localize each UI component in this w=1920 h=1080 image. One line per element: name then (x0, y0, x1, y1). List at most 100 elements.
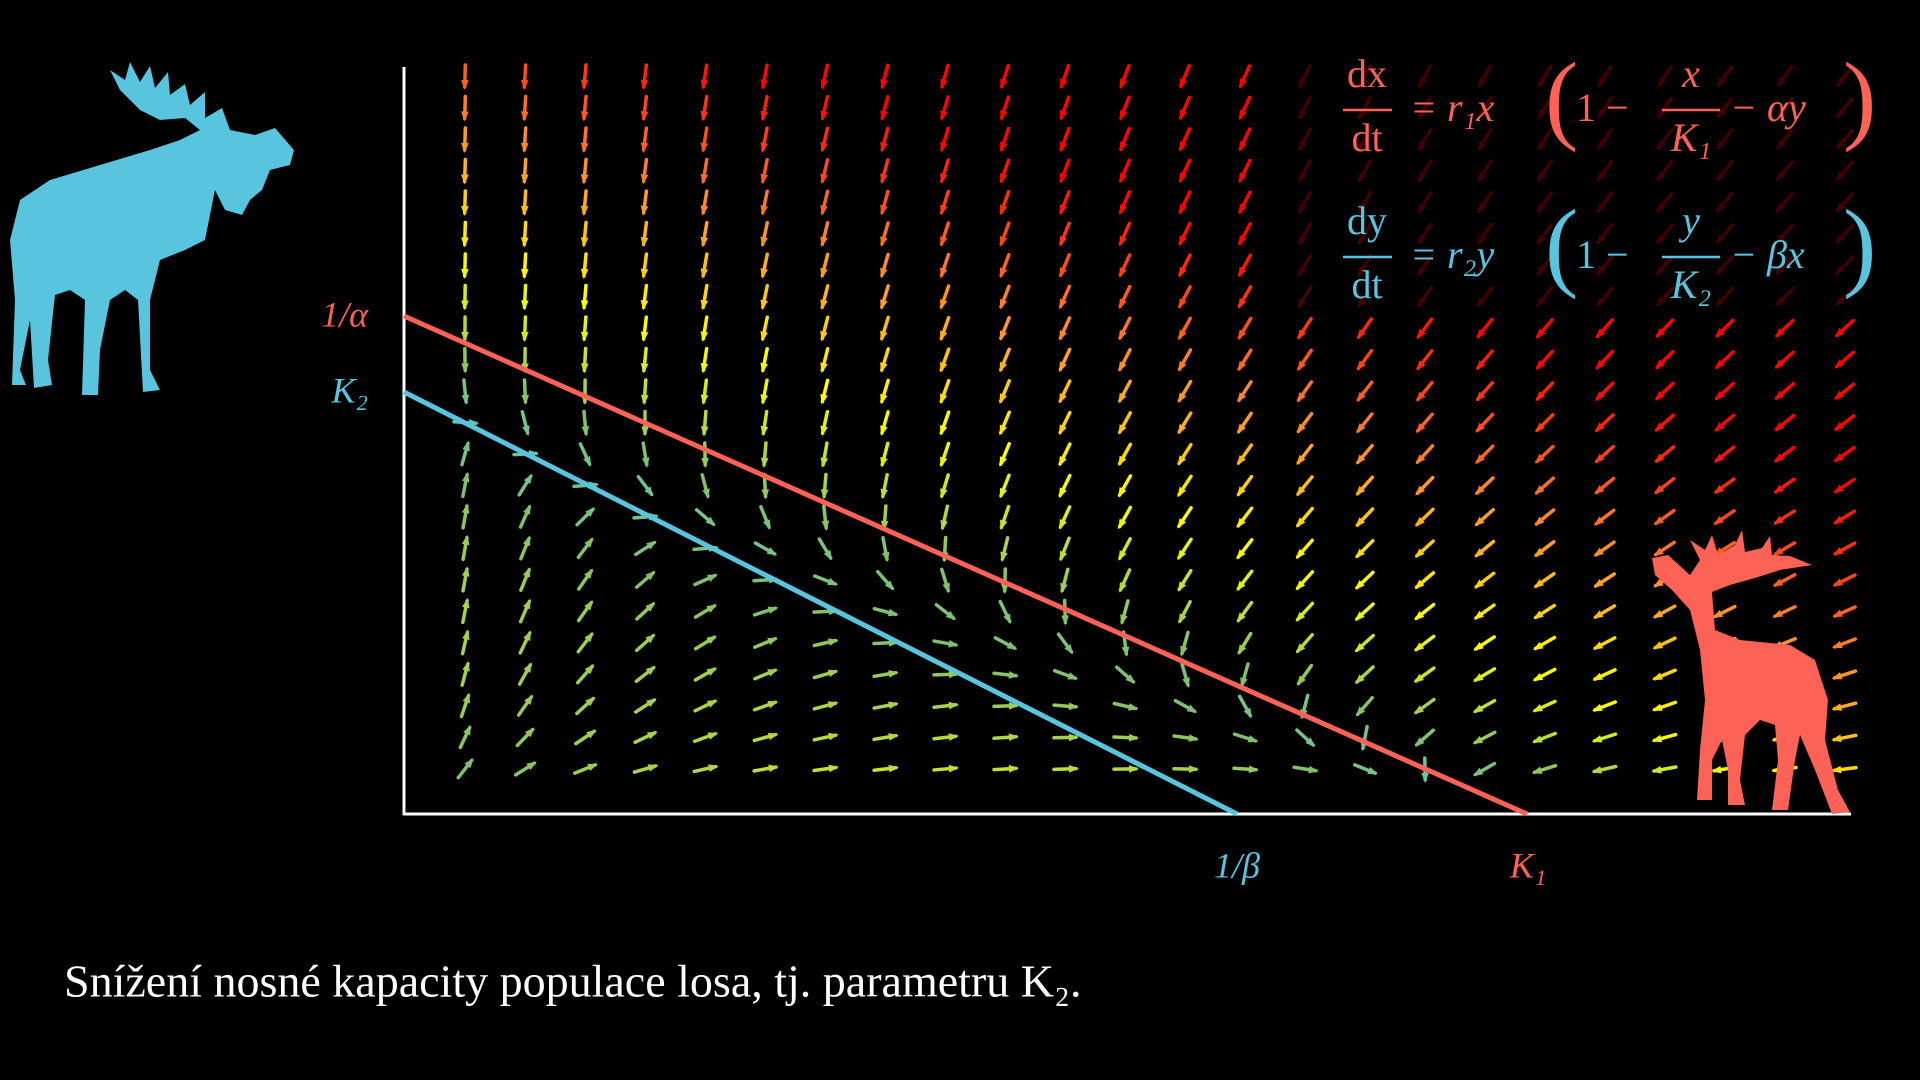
field-arrow (1597, 64, 1613, 88)
field-arrow (880, 63, 890, 90)
arrow-head (1476, 328, 1486, 339)
arrow-shaft (1298, 95, 1312, 120)
arrow-head (1298, 172, 1307, 183)
arrow-shaft (1537, 96, 1553, 119)
field-arrow (940, 95, 950, 121)
arrow-head (1118, 424, 1127, 435)
arrow-head (940, 110, 948, 121)
arrow-head (999, 330, 1008, 341)
field-arrow (1177, 474, 1193, 498)
arrow-shaft (1656, 159, 1674, 182)
arrow-head (1473, 641, 1484, 651)
field-arrow (1833, 509, 1857, 525)
arrow-head (1413, 673, 1425, 683)
field-arrow (1655, 349, 1675, 370)
arrow-head (580, 300, 589, 311)
field-arrow (880, 284, 890, 310)
arrow-head (520, 79, 529, 90)
arrow-head (523, 473, 533, 485)
field-arrow (1416, 349, 1434, 371)
field-arrow (640, 94, 649, 122)
field-arrow (1357, 222, 1373, 246)
arrow-shaft (1537, 128, 1553, 150)
arrow-shaft (1297, 285, 1313, 308)
field-arrow (1355, 443, 1374, 465)
field-arrow (580, 189, 589, 216)
field-arrow (1058, 284, 1072, 310)
arrow-head (1595, 297, 1606, 308)
arrow-shaft (1776, 65, 1794, 87)
field-arrow (1000, 536, 1010, 563)
field-arrow (1716, 191, 1734, 213)
arrow-head (1531, 735, 1543, 743)
arrow-head (820, 204, 828, 216)
field-arrow (1295, 538, 1315, 559)
field-arrow (1654, 413, 1675, 432)
arrow-shaft (1476, 222, 1494, 245)
arrow-head (1298, 140, 1307, 152)
field-arrow (1477, 64, 1493, 89)
field-arrow (752, 700, 779, 712)
field-arrow (1831, 669, 1858, 680)
arrow-head (1535, 391, 1546, 402)
field-arrow (1417, 127, 1433, 152)
arrow-shaft (1477, 127, 1493, 151)
arrow-head (821, 520, 830, 531)
arrow-head (1596, 202, 1606, 214)
field-arrow (1180, 630, 1190, 657)
arrow-head (585, 507, 596, 518)
field-arrow (1295, 570, 1315, 591)
field-arrow (1772, 541, 1797, 556)
field-arrow (1298, 127, 1312, 152)
field-arrow (1834, 382, 1856, 400)
field-arrow (1714, 381, 1735, 401)
equation-part: = r₁x (1410, 85, 1494, 130)
arrow-shaft (1298, 127, 1312, 151)
arrow-shaft (1835, 255, 1855, 275)
arrow-head (940, 456, 948, 468)
field-arrow (580, 126, 589, 153)
arrow-head (462, 471, 470, 483)
arrow-head (706, 604, 718, 613)
field-arrow (1536, 191, 1554, 214)
field-arrow (693, 573, 718, 587)
field-arrow (1059, 63, 1071, 90)
arrow-head (1356, 423, 1366, 434)
field-arrow (700, 283, 709, 311)
field-arrow (1295, 506, 1314, 528)
arrow-head (1058, 392, 1067, 404)
field-arrow (1413, 666, 1436, 683)
field-arrow (578, 442, 592, 467)
field-arrow (939, 410, 951, 436)
field-arrow (812, 574, 839, 586)
field-arrow (576, 568, 594, 591)
arrow-head (700, 142, 709, 153)
field-arrow (1535, 412, 1555, 433)
field-arrow (880, 221, 890, 247)
arrow-head (1000, 235, 1008, 247)
arrow-head (1354, 579, 1365, 590)
field-arrow (1594, 476, 1616, 495)
arrow-head (940, 173, 948, 184)
arrow-head (1775, 296, 1785, 307)
arrow-head (1238, 203, 1247, 215)
field-arrow (1595, 349, 1615, 370)
field-arrow (1172, 734, 1199, 742)
field-arrow (760, 94, 769, 122)
field-arrow (1052, 669, 1079, 680)
moose-icon (10, 62, 294, 395)
field-arrow (1831, 765, 1858, 774)
field-arrow (820, 472, 829, 500)
arrow-shaft (1417, 190, 1433, 214)
arrow-head (1834, 390, 1845, 400)
arrow-head (1008, 702, 1019, 710)
arrow-head (760, 173, 768, 185)
field-arrow (1531, 731, 1557, 744)
arrow-head (523, 662, 532, 673)
arrow-head (1654, 390, 1665, 401)
field-arrow (1236, 474, 1254, 497)
field-arrow (517, 662, 533, 686)
field-arrow (1356, 380, 1374, 403)
field-arrow (521, 315, 529, 342)
